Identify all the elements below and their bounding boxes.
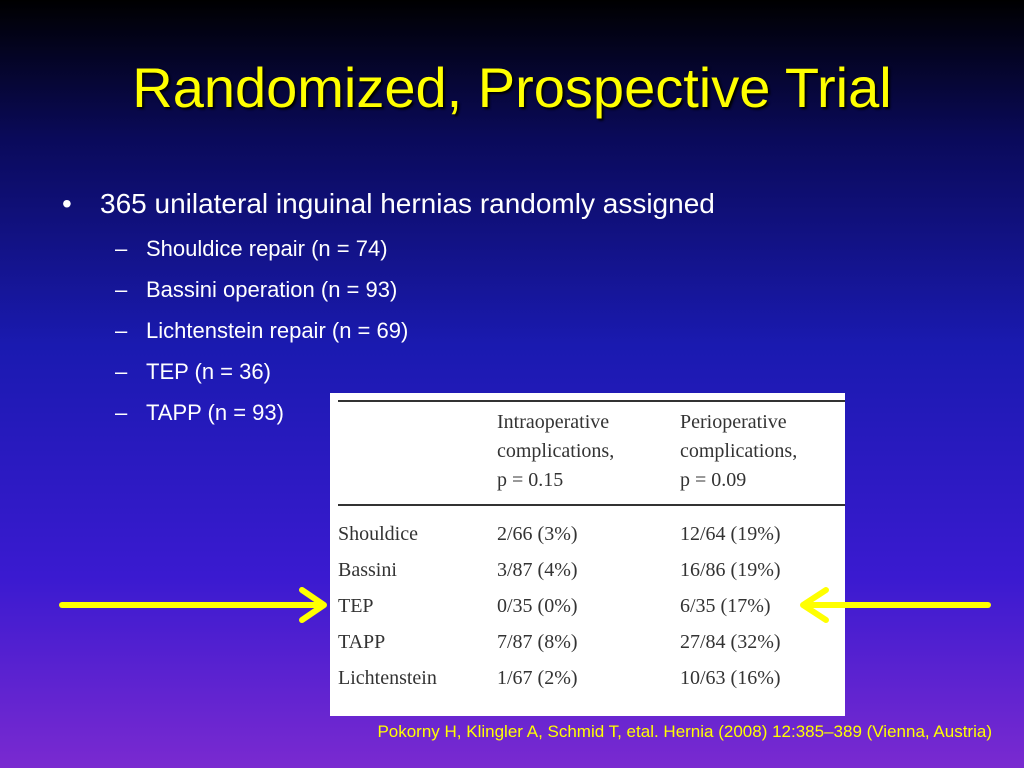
sub-text: Shouldice repair (n = 74) xyxy=(146,236,388,261)
results-table: Intraoperative complications, p = 0.15 Peri… xyxy=(330,393,845,716)
table-rule xyxy=(338,504,845,506)
sub-marker: – xyxy=(115,318,128,343)
citation: Pokorny H, Klingler A, Schmid T, etal. H… xyxy=(377,722,992,741)
table-cell: 12/64 (19%) xyxy=(680,523,781,545)
column-header: Perioperative xyxy=(680,411,787,433)
table-cell: TAPP xyxy=(338,631,386,653)
table-cell: 7/87 (8%) xyxy=(497,631,578,653)
table-cell: 6/35 (17%) xyxy=(680,595,771,617)
sub-text: TAPP (n = 93) xyxy=(146,400,284,425)
sub-text: TEP (n = 36) xyxy=(146,359,271,384)
table-cell: Lichtenstein xyxy=(338,667,437,689)
arrow-head xyxy=(299,587,327,623)
sub-marker: – xyxy=(115,277,128,302)
sub-marker: – xyxy=(115,400,128,425)
table-cell: Shouldice xyxy=(338,523,418,545)
table-cell: TEP xyxy=(338,595,374,617)
table-rule xyxy=(338,400,845,402)
arrow-head xyxy=(800,587,829,623)
table-cell: 3/87 (4%) xyxy=(497,559,578,581)
bullet-marker: • xyxy=(62,188,72,219)
table-cell: 10/63 (16%) xyxy=(680,667,781,689)
sub-marker: – xyxy=(115,359,128,384)
table-cell: 0/35 (0%) xyxy=(497,595,578,617)
table-cell: 16/86 (19%) xyxy=(680,559,781,581)
bullet-text: 365 unilateral inguinal hernias randomly… xyxy=(100,188,715,219)
slide-title: Randomized, Prospective Trial xyxy=(132,56,892,119)
column-header: p = 0.09 xyxy=(680,469,747,491)
column-header: complications, xyxy=(497,440,615,462)
table-cell: 2/66 (3%) xyxy=(497,523,578,545)
sub-marker: – xyxy=(115,236,128,261)
sub-text: Lichtenstein repair (n = 69) xyxy=(146,318,409,343)
column-header: Intraoperative xyxy=(497,411,610,433)
column-header: complications, xyxy=(680,440,798,462)
table-cell: 1/67 (2%) xyxy=(497,667,578,689)
column-header: p = 0.15 xyxy=(497,469,564,491)
sub-text: Bassini operation (n = 93) xyxy=(146,277,398,302)
table-cell: Bassini xyxy=(338,559,397,581)
table-cell: 27/84 (32%) xyxy=(680,631,781,653)
